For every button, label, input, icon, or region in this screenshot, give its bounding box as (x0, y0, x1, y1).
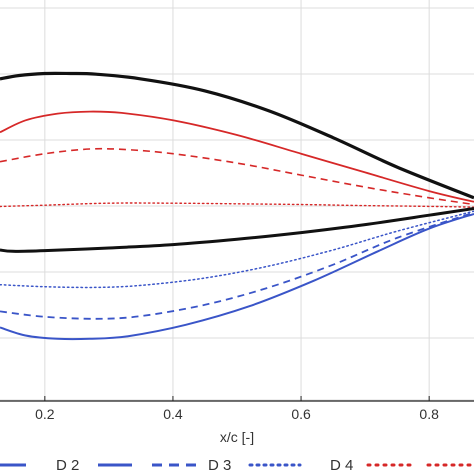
x-tick-label: 0.6 (291, 406, 311, 422)
x-tick-label: 0.4 (163, 406, 183, 422)
series-line-6 (0, 210, 474, 289)
axis-layer (0, 396, 474, 402)
series-layer (0, 71, 474, 341)
series-line-3 (0, 147, 474, 206)
legend-label-1: D 2 (56, 457, 79, 474)
series-line-7 (0, 211, 474, 320)
x-tick-labels: 0.2 0.4 0.6 0.8 (35, 406, 439, 422)
grid-layer (0, 0, 474, 401)
x-axis-title: x/c [-] (220, 429, 254, 445)
series-line-5 (0, 207, 474, 253)
series-line-4 (0, 202, 474, 208)
series-line-8 (0, 212, 474, 341)
x-tick-label: 0.8 (419, 406, 439, 422)
series-line-2 (0, 110, 474, 203)
legend-label-3: D 4 (330, 457, 353, 474)
x-tick-label: 0.2 (35, 406, 55, 422)
series-line-1 (0, 71, 474, 200)
legend-label-2: D 3 (208, 457, 231, 474)
legend: D 2 D 3 D 4 (0, 457, 474, 474)
